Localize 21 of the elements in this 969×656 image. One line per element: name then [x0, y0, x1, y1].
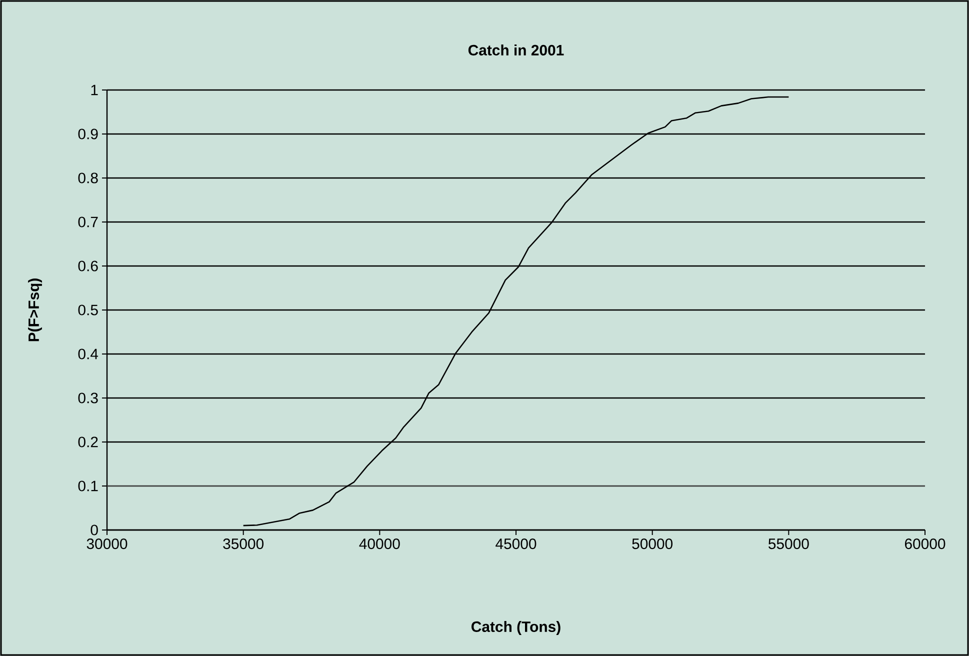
x-tick-label: 35000 — [223, 538, 264, 550]
x-tick-label: 45000 — [496, 538, 536, 550]
chart-title: Catch in 2001 — [468, 44, 564, 56]
y-tick-label: 1 — [91, 84, 98, 96]
x-tick-label: 30000 — [86, 538, 128, 550]
y-tick-label: 0.1 — [78, 480, 98, 492]
y-tick-label: 0.8 — [78, 172, 98, 184]
x-tick-label: 40000 — [359, 538, 400, 550]
y-axis-title: P(F>Fsq) — [28, 278, 42, 342]
x-axis-title: Catch (Tons) — [472, 621, 560, 635]
y-tick-label: 0.7 — [78, 216, 98, 228]
y-tick-label: 0.3 — [78, 392, 98, 404]
y-tick-label: 0.9 — [78, 128, 98, 140]
y-tick-label: 0.2 — [78, 436, 98, 448]
x-tick-label: 55000 — [768, 538, 809, 550]
y-tick-label: 0 — [90, 524, 98, 536]
x-tick-label: 50000 — [632, 538, 673, 550]
y-tick-label: 0.6 — [78, 260, 98, 272]
y-tick-label: 0.5 — [78, 304, 98, 316]
x-tick-label: 60000 — [904, 538, 946, 550]
y-tick-label: 0.4 — [78, 348, 98, 360]
